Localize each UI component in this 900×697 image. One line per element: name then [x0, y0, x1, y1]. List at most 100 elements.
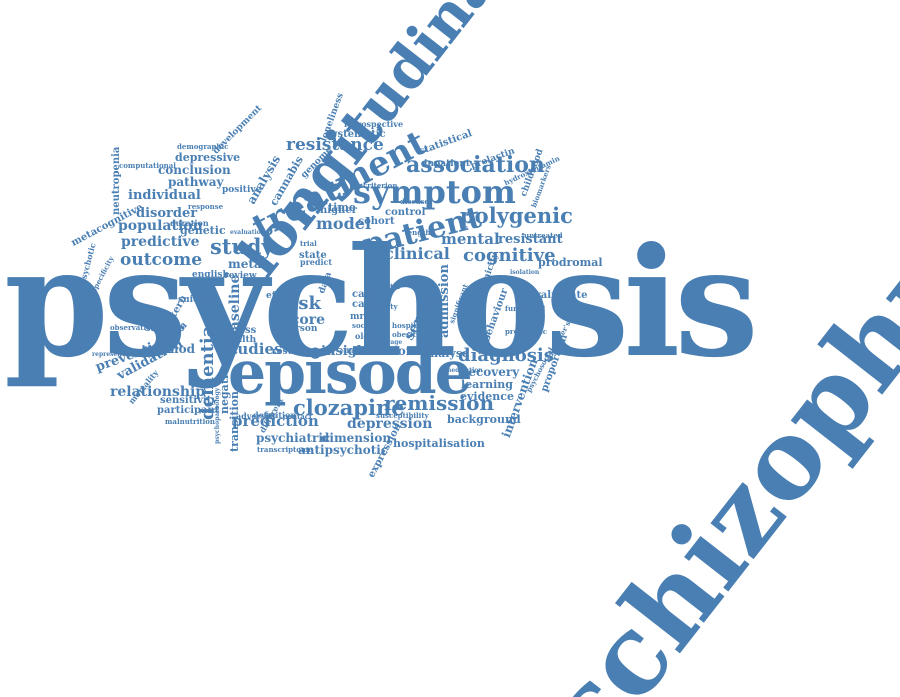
word-antipsychotic: antipsychotic	[298, 443, 389, 457]
word-sample: sample	[145, 323, 185, 334]
word-admission: admission	[437, 264, 452, 338]
word-mri: mri	[350, 312, 368, 322]
word-clozapine: clozapine	[293, 395, 405, 420]
word-clinical: clinical	[384, 244, 450, 263]
word-positive: positive	[222, 185, 262, 195]
word-control: control	[385, 207, 426, 218]
word-conclusion: conclusion	[158, 163, 231, 177]
word-pathway: pathway	[168, 175, 224, 189]
word-evaluation: evaluation	[230, 229, 266, 236]
word-score: score	[283, 312, 326, 328]
word-effect: effect	[266, 291, 295, 301]
word-health: health	[224, 335, 257, 345]
word-study: study	[210, 234, 274, 259]
word-background: background	[447, 413, 521, 426]
word-english: english	[192, 270, 230, 280]
word-insight: insight	[321, 344, 373, 359]
word-remission: remission	[384, 391, 495, 415]
word-malnutrition: malnutrition	[165, 417, 216, 426]
word-result: result	[272, 347, 302, 357]
word-meta: meta	[228, 257, 262, 271]
word-disease: disease	[400, 197, 429, 206]
word-population: population	[118, 218, 203, 234]
word-predictive: predictive	[121, 234, 200, 250]
word-representative: representative	[92, 351, 141, 358]
word-learning: learning	[461, 378, 513, 391]
word-average: average	[376, 339, 403, 346]
word-resistant: resistant	[498, 232, 563, 247]
word-severity: severity	[367, 302, 398, 311]
word-person: person	[283, 324, 318, 334]
word-observational: observational	[110, 323, 164, 332]
word-definition: definition	[253, 410, 297, 420]
word-duration: duration	[170, 218, 209, 228]
word-demographic: demographic	[177, 142, 229, 151]
word-contact: contact	[283, 412, 313, 421]
word-psychiatric: psychiatric	[256, 431, 331, 445]
word-participant: participant	[157, 405, 220, 416]
word-ethnic: ethnic	[340, 348, 362, 355]
word-prodromal: prodromal	[538, 256, 603, 269]
word-individual: individual	[128, 188, 201, 203]
word-association: association	[406, 152, 545, 178]
word-polygenic: polygenic	[460, 203, 573, 228]
word-computational: computational	[119, 161, 176, 170]
word-functional: functional	[505, 304, 546, 313]
word-hospital: hospital	[392, 321, 424, 330]
word-higher: higher	[320, 205, 357, 216]
word-outcome: outcome	[120, 250, 203, 270]
word-trial: trial	[300, 239, 317, 248]
word-psychosis: psychosis	[4, 215, 759, 391]
word-dimension: dimension	[321, 431, 392, 445]
word-model: model	[316, 214, 372, 233]
word-case: case	[352, 299, 377, 310]
word-method: method	[144, 342, 195, 356]
word-adversity: adversity	[236, 411, 277, 421]
word-neutropenia: neutropenia	[111, 146, 122, 215]
word-prognostic: prognostic	[505, 327, 547, 336]
word-inpatient: inpatient	[424, 159, 471, 169]
word-time: time	[328, 201, 356, 214]
word-relationship: relationship	[110, 384, 206, 400]
word-illness: illness	[220, 325, 257, 336]
word-review: review	[224, 271, 257, 281]
word-depressive: depressive	[175, 151, 241, 164]
word-state: state	[299, 250, 327, 261]
word-length: length	[405, 228, 431, 237]
word-diagnosis: diagnosis	[458, 345, 554, 366]
word-suicidal: suicidal	[178, 295, 218, 305]
word-systematic: systematic	[326, 129, 386, 140]
word-predict: predict	[300, 257, 333, 267]
word-sensitivity: sensitivity	[160, 395, 218, 406]
word-resistance: resistance	[286, 135, 384, 155]
word-disorder: disorder	[136, 206, 198, 221]
word-valproate: valproate	[535, 290, 588, 301]
word-medication: medication	[445, 367, 483, 374]
word-psychopathology: psychopathology	[214, 387, 221, 444]
word-analyse: analyse	[423, 347, 470, 360]
word-older: older	[355, 331, 379, 341]
word-mental: mental	[441, 230, 500, 248]
word-untreated: untreated	[524, 231, 563, 240]
word-susceptibility: susceptibility	[376, 411, 429, 420]
word-prediction: prediction	[232, 412, 319, 430]
word-factor: factor	[372, 344, 413, 358]
word-studies: studies	[222, 340, 283, 358]
word-cohort: cohort	[358, 216, 395, 227]
word-symptom: symptom	[353, 173, 516, 211]
word-response: response	[188, 202, 224, 211]
word-isolation: isolation	[510, 269, 540, 276]
word-evidence: evidence	[460, 390, 514, 403]
word-criterion: criterion	[363, 181, 398, 190]
word-retrospective: retrospective	[344, 119, 404, 129]
word-depression: depression	[347, 416, 433, 432]
word-major: major	[378, 282, 401, 291]
word-obesity: obesity	[392, 330, 420, 339]
word-cognitive: cognitive	[463, 245, 556, 266]
word-care: care	[352, 289, 377, 300]
word-social: social	[352, 321, 375, 330]
word-recovery: recovery	[462, 365, 520, 379]
word-risk: risk	[282, 293, 321, 314]
word-transcriptome: transcriptome	[257, 445, 313, 454]
